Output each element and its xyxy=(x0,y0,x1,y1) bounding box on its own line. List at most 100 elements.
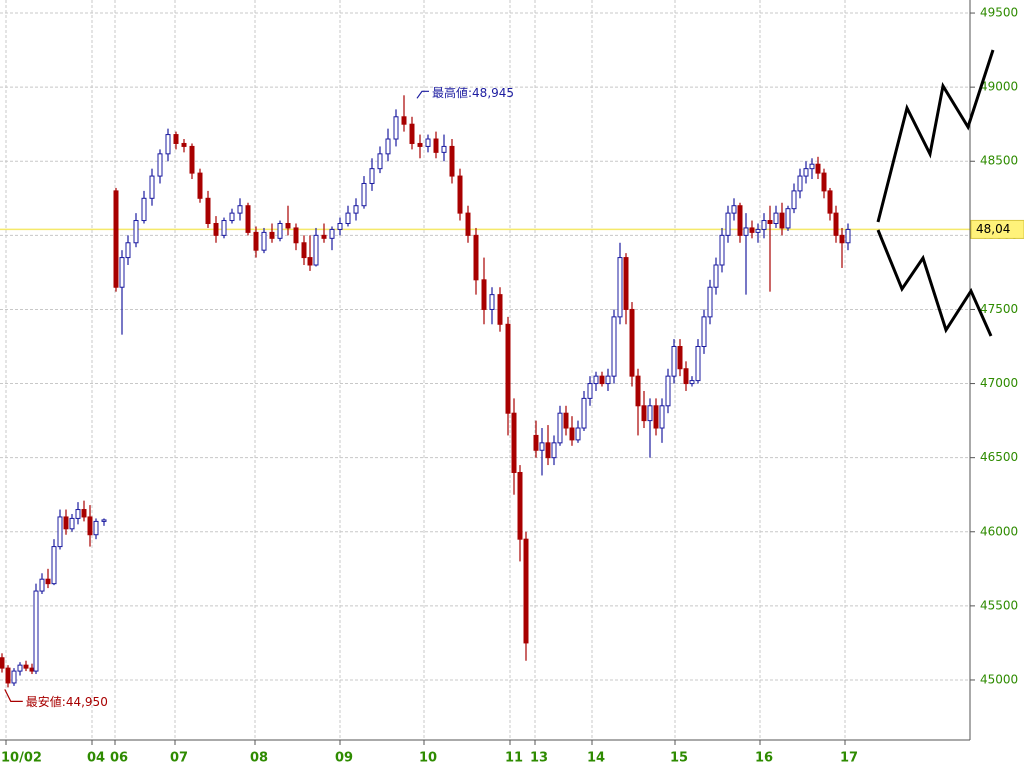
last-price-box xyxy=(970,219,1024,239)
candle-body xyxy=(229,212,235,222)
grid xyxy=(0,0,975,745)
candle-body xyxy=(623,257,629,310)
candle-body xyxy=(749,227,755,233)
candle-body xyxy=(63,516,69,530)
candle-body xyxy=(337,222,343,230)
candle-body xyxy=(481,279,487,310)
candle-body xyxy=(593,375,599,385)
y-tick-label: 47000 xyxy=(980,376,1018,390)
candle-body xyxy=(683,368,689,385)
candle-body xyxy=(523,538,529,644)
candle-body xyxy=(409,123,415,144)
candle-body xyxy=(791,190,797,210)
candle-body xyxy=(839,234,845,244)
candle-body xyxy=(173,134,179,144)
x-tick-label: 07 xyxy=(170,751,188,766)
candle-body xyxy=(457,175,463,214)
candle-body xyxy=(701,316,707,348)
candle-body xyxy=(581,397,587,429)
forecast-line-down xyxy=(876,229,993,337)
x-tick-label: 08 xyxy=(250,751,268,766)
candle-body xyxy=(767,220,773,224)
candle-body xyxy=(269,231,275,239)
candle-body xyxy=(635,375,641,407)
candle-body xyxy=(329,228,335,239)
candle-body xyxy=(719,234,725,266)
x-tick-label: 10/02 xyxy=(1,751,42,766)
candle-body xyxy=(505,323,511,414)
candle-body xyxy=(277,222,283,239)
candle-body xyxy=(401,116,407,125)
candle-body xyxy=(93,520,99,536)
x-tick-label: 04 xyxy=(87,751,105,766)
candle-body xyxy=(119,257,125,288)
candle-body xyxy=(417,142,423,147)
x-tick-label: 09 xyxy=(335,751,353,766)
candle-body xyxy=(845,228,851,244)
candle-body xyxy=(647,405,653,422)
candle-body xyxy=(587,383,593,399)
candle-body xyxy=(393,116,399,140)
candle-body xyxy=(101,519,107,522)
labels: 4500045500460004650047000475004800048500… xyxy=(1,6,1024,766)
candle-body xyxy=(45,578,51,585)
candle-body xyxy=(293,227,299,244)
candle-body xyxy=(545,442,551,459)
x-tick-label: 16 xyxy=(755,751,773,766)
candle-body xyxy=(253,231,259,251)
y-tick-label: 45000 xyxy=(980,672,1018,686)
x-tick-label: 10 xyxy=(419,751,437,766)
candle-body xyxy=(827,190,833,214)
candle-body xyxy=(133,220,139,244)
candle-body xyxy=(761,220,767,230)
candle-body xyxy=(345,212,351,224)
candle-body xyxy=(181,142,187,147)
x-tick-label: 06 xyxy=(110,751,128,766)
candle-body xyxy=(779,212,785,229)
x-tick-label: 11 xyxy=(505,751,523,766)
candle-body xyxy=(23,664,29,669)
candle-body xyxy=(313,234,319,266)
candle-body xyxy=(473,234,479,281)
candle-body xyxy=(87,516,93,536)
candle-body xyxy=(51,546,57,585)
candle-body xyxy=(743,227,749,236)
candle-body xyxy=(245,205,251,233)
y-tick-label: 48500 xyxy=(980,154,1018,168)
candle-body xyxy=(695,346,701,382)
candle-body xyxy=(665,375,671,407)
candle-body xyxy=(377,153,383,170)
candle-body xyxy=(197,172,203,199)
candle-body xyxy=(11,670,17,684)
candle-body xyxy=(539,442,545,451)
y-tick-label: 49500 xyxy=(980,6,1018,20)
candle-body xyxy=(821,172,827,192)
candle-body xyxy=(149,175,155,199)
candle-body xyxy=(833,212,839,236)
candle-body xyxy=(659,405,665,429)
annotation-marker xyxy=(416,90,429,99)
candle-body xyxy=(361,182,367,207)
candle-body xyxy=(611,316,617,377)
annotation-marker xyxy=(4,689,23,702)
y-tick-label: 49000 xyxy=(980,80,1018,94)
candle-body xyxy=(385,138,391,155)
candle-body xyxy=(307,257,313,266)
candle-body xyxy=(205,197,211,224)
candle-body xyxy=(465,212,471,236)
candle-body xyxy=(533,434,539,451)
candle-body xyxy=(0,657,5,669)
candle-body xyxy=(809,163,815,170)
annotation-text: 最高値:48,945 xyxy=(432,85,514,100)
candle-body xyxy=(221,220,227,236)
candle-body xyxy=(237,205,243,214)
x-tick-label: 13 xyxy=(530,751,548,766)
candle-body xyxy=(369,168,375,184)
candle-body xyxy=(713,264,719,288)
candle-body xyxy=(165,134,171,155)
candle-body xyxy=(39,578,45,592)
candle-body xyxy=(213,222,219,236)
candle-body xyxy=(441,145,447,153)
candle-body xyxy=(81,509,87,518)
last-price-label: 48,04 xyxy=(976,222,1010,236)
